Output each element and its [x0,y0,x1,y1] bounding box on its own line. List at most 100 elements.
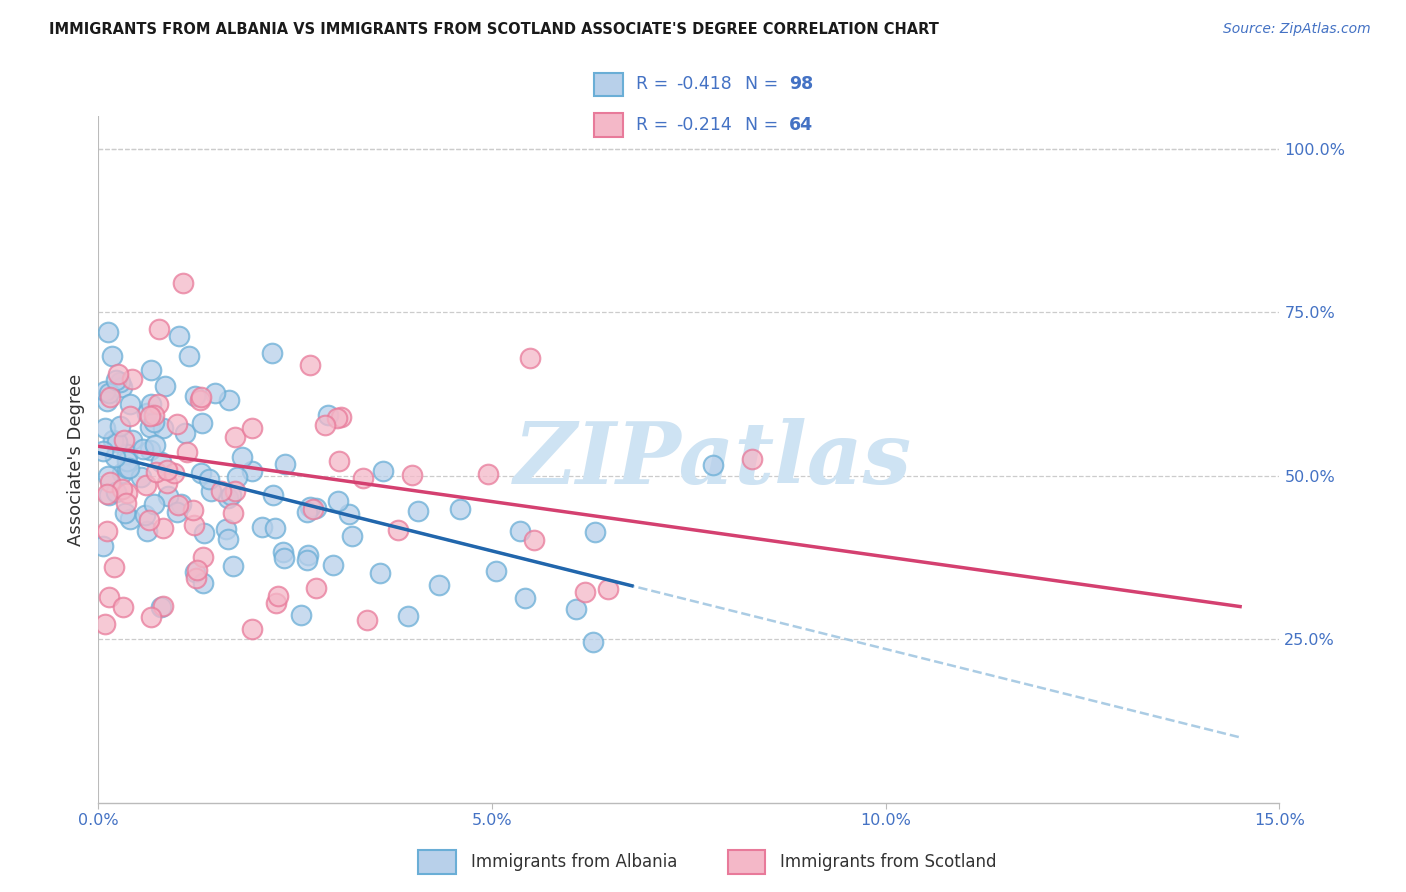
Bar [593,72,623,96]
Point [120,409,142,423]
Point [107,368,129,382]
Point [177,349,200,363]
Text: ZIPatlas: ZIPatlas [513,417,911,501]
Point [274,457,297,471]
Point [176,445,198,459]
Point [94,616,117,631]
Point [183,503,205,517]
Point [190,390,212,404]
Point [297,505,319,519]
Point [305,581,328,595]
Point [96,394,118,409]
Point [328,454,350,468]
Point [356,613,378,627]
Point [523,533,546,548]
Point [121,433,143,447]
Point [406,504,429,518]
Point [169,497,191,511]
Point [262,488,284,502]
Point [519,351,541,366]
Point [188,393,211,408]
Point [118,396,141,410]
Point [166,505,188,519]
Point [148,397,170,411]
Point [117,454,139,468]
Point [105,435,128,450]
Point [156,463,179,477]
Point [101,434,124,448]
Point [139,442,162,457]
Point [565,601,588,615]
Point [173,426,195,441]
Point [108,418,131,433]
Point [142,408,165,422]
Point [163,466,186,480]
Point [114,507,136,521]
Point [98,385,121,400]
Point [316,408,339,422]
Text: R =: R = [636,116,673,134]
Text: N =: N = [745,75,783,93]
Point [297,553,319,567]
Point [98,475,121,490]
Bar [593,113,623,137]
Point [115,461,138,475]
Point [266,589,288,603]
Point [266,596,288,610]
Point [97,469,120,483]
Point [183,517,205,532]
Point [219,488,242,502]
Point [485,564,508,578]
Point [145,438,167,452]
Point [401,467,423,482]
Point [108,376,131,390]
Point [104,484,127,499]
Point [225,470,247,484]
Point [111,482,134,496]
Point [741,452,763,467]
Text: IMMIGRANTS FROM ALBANIA VS IMMIGRANTS FROM SCOTLAND ASSOCIATE'S DEGREE CORRELATI: IMMIGRANTS FROM ALBANIA VS IMMIGRANTS FR… [49,22,939,37]
Point [148,322,170,336]
Point [118,460,141,475]
Point [198,472,221,486]
Point [217,491,239,506]
Point [145,465,167,479]
Point [114,495,136,509]
Text: R =: R = [636,75,673,93]
Point [582,635,605,649]
Point [427,577,450,591]
Point [134,508,156,522]
Bar [728,850,765,873]
Point [583,524,606,539]
Point [111,380,134,394]
Point [136,406,159,420]
Point [152,521,174,535]
Point [340,529,363,543]
Point [184,389,207,403]
Point [387,523,409,537]
Point [136,524,159,538]
Point [166,417,188,431]
Point [193,525,215,540]
Point [141,397,163,411]
Point [231,450,253,464]
Point [91,443,114,458]
Point [242,623,264,637]
Point [138,513,160,527]
Point [143,415,166,429]
Point [157,490,180,504]
Point [94,421,117,435]
Point [326,493,349,508]
Text: Immigrants from Scotland: Immigrants from Scotland [780,853,997,871]
Point [702,458,724,472]
Point [240,421,263,435]
Point [273,550,295,565]
Point [150,600,173,615]
Point [105,373,128,387]
Point [112,433,135,447]
Point [209,484,232,499]
Point [214,522,236,536]
Point [322,558,344,572]
Point [118,512,141,526]
Point [141,362,163,376]
